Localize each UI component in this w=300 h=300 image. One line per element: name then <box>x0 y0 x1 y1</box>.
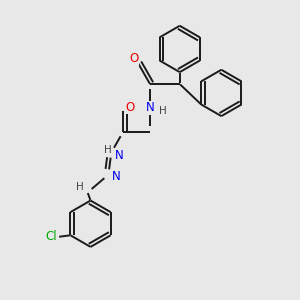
Text: H: H <box>104 145 112 155</box>
Text: H: H <box>76 182 84 192</box>
Text: N: N <box>115 149 124 162</box>
Text: H: H <box>160 106 167 116</box>
Text: Cl: Cl <box>45 230 57 243</box>
Text: N: N <box>146 101 154 114</box>
Text: N: N <box>112 170 121 183</box>
Text: O: O <box>129 52 138 65</box>
Text: O: O <box>125 101 134 114</box>
